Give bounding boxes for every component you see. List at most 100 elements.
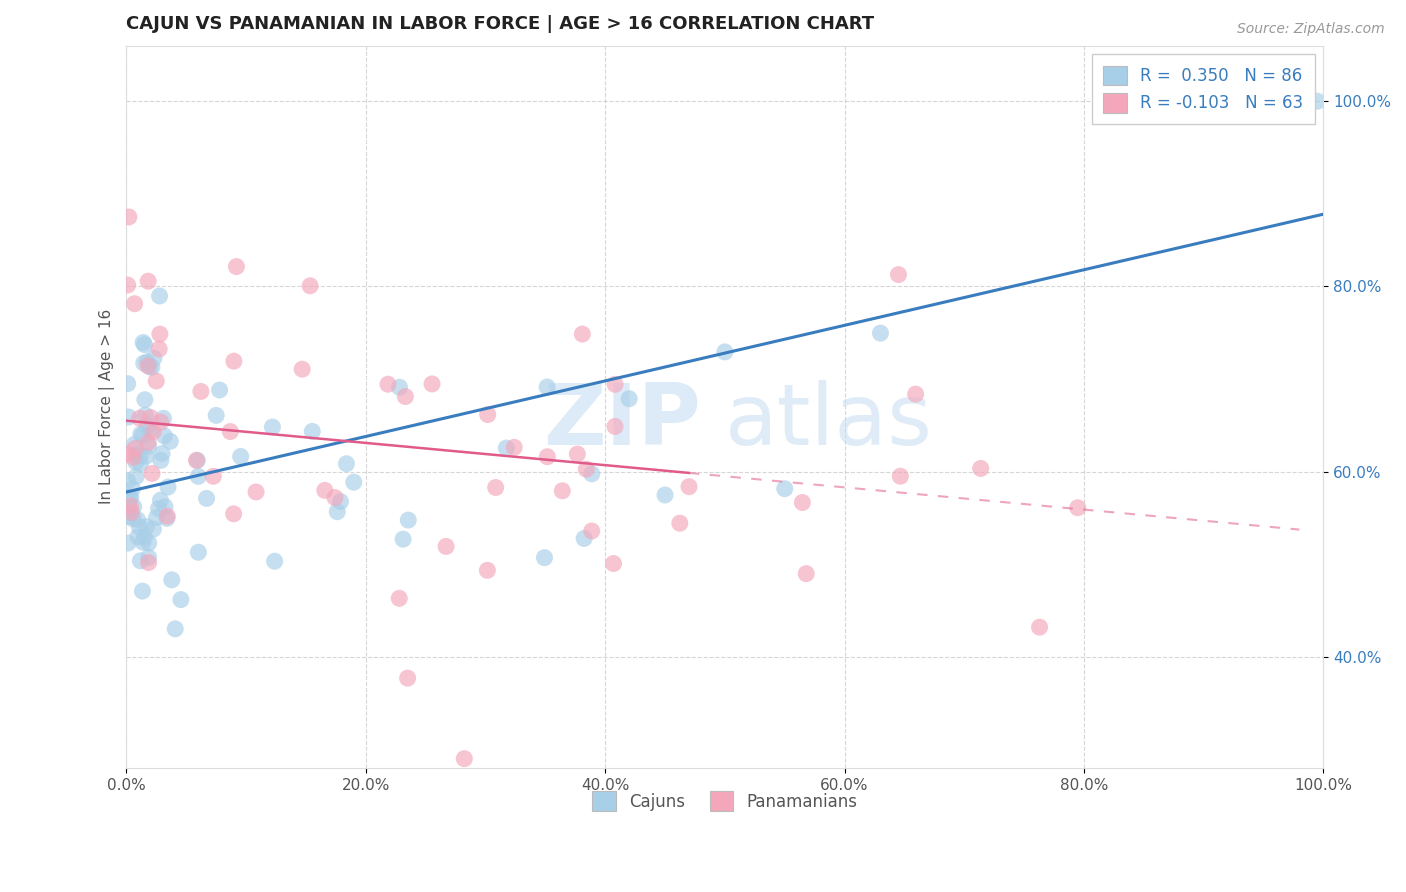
Point xyxy=(132,535,155,549)
Point xyxy=(125,469,148,483)
Point xyxy=(887,268,910,282)
Text: ZIP: ZIP xyxy=(543,380,702,463)
Point xyxy=(150,446,173,460)
Point xyxy=(156,480,179,494)
Point xyxy=(139,423,162,437)
Point xyxy=(571,327,593,342)
Point xyxy=(118,491,141,505)
Point xyxy=(229,450,252,464)
Point xyxy=(617,392,640,406)
Point xyxy=(794,566,817,581)
Point xyxy=(434,540,457,554)
Point xyxy=(654,488,676,502)
Point xyxy=(148,501,170,516)
Point xyxy=(485,481,508,495)
Point xyxy=(396,671,419,685)
Point xyxy=(602,557,624,571)
Point xyxy=(396,513,419,527)
Point xyxy=(245,485,267,500)
Point xyxy=(205,409,228,423)
Point xyxy=(120,506,142,520)
Point xyxy=(132,335,155,350)
Point xyxy=(120,499,142,513)
Point xyxy=(117,376,139,391)
Point xyxy=(159,434,181,449)
Point xyxy=(134,530,156,544)
Point xyxy=(138,439,160,453)
Point xyxy=(136,359,159,373)
Point xyxy=(301,425,323,439)
Point xyxy=(394,390,416,404)
Point xyxy=(314,483,336,498)
Point xyxy=(170,592,193,607)
Text: CAJUN VS PANAMANIAN IN LABOR FORCE | AGE > 16 CORRELATION CHART: CAJUN VS PANAMANIAN IN LABOR FORCE | AGE… xyxy=(127,15,875,33)
Point xyxy=(117,474,139,488)
Point xyxy=(160,573,183,587)
Point xyxy=(124,437,146,451)
Point xyxy=(186,453,208,467)
Text: atlas: atlas xyxy=(725,380,932,463)
Point xyxy=(148,289,170,303)
Point xyxy=(127,513,149,527)
Point xyxy=(889,469,911,483)
Point xyxy=(118,502,141,516)
Point xyxy=(124,442,146,456)
Point xyxy=(135,450,157,464)
Point xyxy=(572,532,595,546)
Point xyxy=(145,510,167,524)
Point xyxy=(149,415,172,429)
Point xyxy=(138,550,160,565)
Point xyxy=(149,493,172,508)
Point xyxy=(603,377,626,392)
Point xyxy=(153,429,176,443)
Point xyxy=(495,441,517,455)
Point xyxy=(118,210,141,224)
Point xyxy=(121,482,143,496)
Point xyxy=(291,362,314,376)
Point xyxy=(388,591,411,606)
Point xyxy=(453,752,475,766)
Point xyxy=(392,532,415,546)
Point xyxy=(477,563,499,577)
Point xyxy=(326,505,349,519)
Y-axis label: In Labor Force | Age > 16: In Labor Force | Age > 16 xyxy=(100,310,115,505)
Point xyxy=(124,296,146,310)
Point xyxy=(129,554,152,568)
Point xyxy=(136,274,159,288)
Point xyxy=(141,360,163,375)
Point xyxy=(792,495,814,509)
Point xyxy=(148,342,170,356)
Point xyxy=(536,380,558,394)
Point xyxy=(141,467,163,481)
Point xyxy=(145,374,167,388)
Point xyxy=(222,354,245,368)
Point xyxy=(335,457,357,471)
Point xyxy=(135,519,157,533)
Point xyxy=(117,536,139,550)
Point xyxy=(132,356,155,370)
Point xyxy=(156,511,179,525)
Point xyxy=(533,550,555,565)
Point xyxy=(678,480,700,494)
Point xyxy=(581,467,603,481)
Point xyxy=(262,420,284,434)
Point xyxy=(134,392,156,407)
Point xyxy=(263,554,285,568)
Point xyxy=(388,380,411,394)
Point xyxy=(142,522,165,536)
Point xyxy=(1028,620,1050,634)
Point xyxy=(149,453,172,467)
Point xyxy=(117,447,139,461)
Point xyxy=(122,512,145,526)
Point xyxy=(187,469,209,483)
Point xyxy=(969,461,991,475)
Point xyxy=(153,500,176,514)
Point xyxy=(714,344,737,359)
Point xyxy=(134,337,156,351)
Point xyxy=(202,469,225,483)
Point xyxy=(190,384,212,399)
Point xyxy=(117,278,139,293)
Point xyxy=(323,491,346,505)
Point xyxy=(581,524,603,538)
Point xyxy=(195,491,218,506)
